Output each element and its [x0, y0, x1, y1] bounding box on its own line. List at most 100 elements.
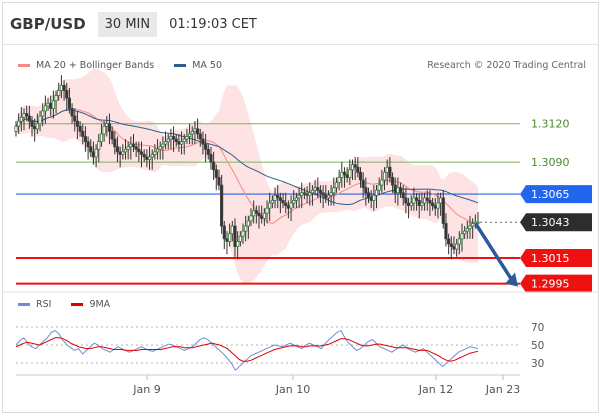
candle-body — [22, 113, 26, 118]
candle-body — [476, 221, 480, 224]
candle-body — [297, 194, 301, 199]
candle-body — [455, 243, 459, 250]
candle-body — [89, 146, 93, 153]
candle-body — [273, 194, 277, 201]
level-label-0: 1.3120 — [531, 118, 570, 131]
candle-body — [404, 197, 408, 204]
candle-body — [155, 148, 160, 153]
candle-body — [393, 184, 397, 194]
candle-body — [278, 197, 282, 201]
rsi-tick-label: 50 — [531, 340, 544, 352]
candle-body — [158, 146, 162, 150]
candle-body — [353, 164, 357, 168]
candle-body — [447, 238, 451, 245]
candle-body — [123, 148, 128, 153]
legend-label-ma20: MA 20 + Bollinger Bands — [36, 60, 155, 71]
candle-body — [43, 105, 47, 112]
candle-body — [364, 187, 368, 194]
rsi-ma9-line — [15, 337, 479, 362]
candle-body — [33, 125, 37, 130]
candle-body — [201, 138, 205, 145]
candle-body — [228, 233, 232, 242]
candle-body — [126, 146, 130, 150]
chart-header: GBP/USD 30 MIN 01:19:03 CET — [10, 10, 257, 38]
candle-body — [369, 197, 373, 201]
candle-body — [19, 116, 23, 122]
candle-body — [51, 100, 55, 109]
candle-body — [254, 210, 258, 214]
candle-body — [118, 151, 122, 155]
candle-body — [110, 130, 114, 140]
candle-body — [225, 238, 229, 242]
candle-body — [65, 90, 69, 99]
rsi-tick-label: 70 — [531, 322, 544, 334]
candle-body — [260, 215, 264, 219]
candle-body — [137, 148, 141, 153]
candle-body — [390, 177, 395, 186]
candle-body — [204, 143, 208, 150]
last-price-tag — [520, 213, 592, 232]
pivot-tag — [520, 185, 592, 204]
candle-body — [396, 187, 400, 194]
ma20-swatch-icon — [18, 64, 30, 67]
candle-body — [350, 164, 355, 171]
candle-body — [342, 171, 347, 176]
candle-body — [187, 133, 192, 137]
candle-body — [308, 192, 312, 196]
legend-item-ma50: MA 50 — [174, 60, 222, 71]
candle-body — [105, 123, 109, 127]
candle-body — [57, 90, 61, 96]
candle-body — [83, 136, 88, 143]
candle-body — [27, 115, 31, 122]
candle-body — [70, 107, 74, 117]
last-price-label: 1.3043 — [531, 216, 570, 229]
legend-label-ma50: MA 50 — [192, 60, 223, 71]
candle-body — [460, 233, 464, 240]
candle-body — [385, 166, 389, 173]
candle-body — [73, 115, 77, 122]
candle-body — [345, 174, 349, 178]
candle-body — [169, 136, 173, 140]
price-legend: MA 20 + Bollinger Bands MA 50 — [18, 60, 242, 71]
candle-body — [174, 138, 178, 143]
candle-body — [171, 136, 176, 140]
candle-body — [406, 202, 411, 206]
timestamp: 01:19:03 CET — [169, 16, 257, 32]
candle-body — [30, 120, 34, 127]
candle-body — [326, 194, 331, 199]
candle-body — [49, 102, 53, 109]
candle-body — [38, 115, 42, 125]
instrument-label[interactable]: GBP/USD — [10, 15, 86, 33]
candle-body — [78, 125, 82, 132]
candle-body — [129, 143, 133, 148]
candle-body — [420, 202, 424, 206]
candle-body — [414, 197, 419, 201]
candle-body — [356, 166, 360, 173]
candle-body — [318, 189, 323, 194]
candle-body — [25, 113, 29, 117]
candle-body — [281, 200, 285, 204]
candle-body — [425, 197, 429, 201]
candle-body — [471, 223, 475, 227]
candle-body — [121, 151, 125, 155]
pivot-label: 1.3065 — [531, 188, 570, 201]
candle-body — [54, 95, 58, 102]
ma50-swatch-icon — [174, 64, 187, 67]
candle-body — [145, 156, 149, 160]
candle-body — [388, 166, 392, 178]
candle-body — [324, 194, 328, 199]
legend-label-rsi: RSI — [36, 299, 52, 310]
candle-body — [244, 225, 248, 232]
bollinger-band — [16, 68, 478, 285]
candle-body — [441, 197, 445, 224]
candle-body — [113, 138, 117, 148]
candle-body — [294, 197, 299, 201]
timeframe-selector[interactable]: 30 MIN — [97, 11, 158, 37]
candle-body — [377, 184, 381, 191]
candle-body — [366, 192, 371, 199]
candle-body — [348, 169, 352, 178]
candle-body — [468, 225, 472, 230]
candle-body — [177, 141, 181, 145]
candle-body — [185, 136, 189, 140]
